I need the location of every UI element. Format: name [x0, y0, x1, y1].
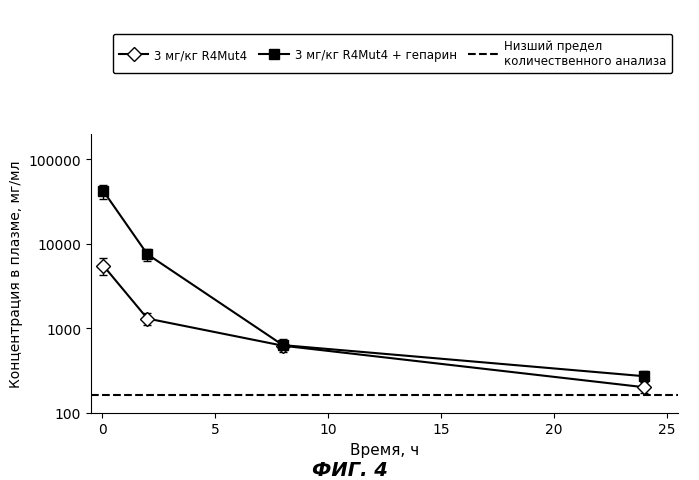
X-axis label: Время, ч: Время, ч	[350, 442, 419, 457]
Legend: 3 мг/кг R4Mut4, 3 мг/кг R4Mut4 + гепарин, Низший предел
количественного анализа: 3 мг/кг R4Mut4, 3 мг/кг R4Mut4 + гепарин…	[113, 35, 672, 74]
Text: ФИГ. 4: ФИГ. 4	[312, 460, 387, 479]
Y-axis label: Концентрация в плазме, мг/мл: Концентрация в плазме, мг/мл	[9, 160, 23, 387]
